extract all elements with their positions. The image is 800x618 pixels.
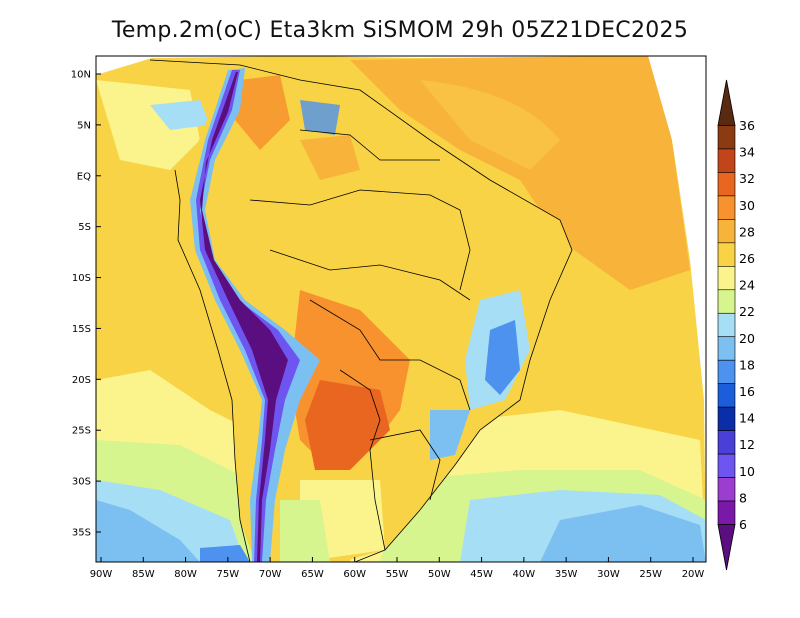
map-frame	[95, 55, 707, 563]
lat-tick-label: 25S	[72, 426, 91, 437]
colorbar-segment	[717, 148, 736, 173]
colorbar-segment	[717, 359, 736, 384]
lon-tick-label: 70W	[259, 569, 282, 580]
colorbar-label: 8	[739, 490, 747, 505]
colorbar-segment	[717, 289, 736, 314]
colorbar-segment	[717, 195, 736, 220]
colorbar-segment	[717, 172, 736, 197]
lon-tick-label: 20W	[682, 569, 705, 580]
colorbar-segment	[717, 477, 736, 502]
colorbar-label: 36	[739, 118, 755, 133]
lon-tick-label: 80W	[174, 569, 197, 580]
colorbar-top-arrow	[717, 79, 736, 126]
lon-tick-label: 30W	[597, 569, 620, 580]
lon-tick-label: 75W	[217, 569, 240, 580]
colorbar-segment	[717, 242, 736, 267]
colorbar-segment	[717, 125, 736, 150]
longitude-axis: 90W 85W 80W 75W 70W 65W 60W 55W 50W 45W 40W 35W 30W 2…	[90, 557, 705, 580]
lat-tick-label: 30S	[72, 477, 91, 488]
lat-tick-label: 15S	[72, 324, 91, 335]
colorbar-label: 16	[739, 384, 755, 399]
colorbar-segment	[717, 336, 736, 361]
colorbar-label: 32	[739, 171, 755, 186]
colorbar-label: 30	[739, 198, 755, 213]
colorbar-segment	[717, 383, 736, 408]
lon-tick-label: 45W	[470, 569, 493, 580]
colorbar-segment	[717, 266, 736, 291]
lon-tick-label: 60W	[343, 569, 366, 580]
lat-tick-label: 10S	[72, 273, 91, 284]
colorbar-segment	[717, 406, 736, 431]
temperature-field	[96, 56, 706, 562]
latitude-axis: 10N 5N EQ 5S 10S 15S 20S 25S 30S 35S	[71, 70, 101, 539]
colorbar-label: 18	[739, 357, 755, 372]
colorbar: 36 34 32 30 28 26 24 22 20 18 16 14 12 10 8 6	[717, 79, 755, 571]
lat-tick-label: EQ	[77, 171, 91, 182]
colorbar-label: 6	[739, 517, 747, 532]
colorbar-label: 22	[739, 304, 755, 319]
map-title: Temp.2m(oC) Eta3km SiSMOM 29h 05Z21DEC20…	[111, 18, 689, 43]
lat-tick-label: 10N	[71, 70, 91, 81]
colorbar-segment	[717, 430, 736, 455]
colorbar-label: 26	[739, 251, 755, 266]
colorbar-segment	[717, 500, 736, 525]
lon-tick-label: 35W	[555, 569, 578, 580]
lat-tick-label: 20S	[72, 375, 91, 386]
colorbar-label: 12	[739, 437, 755, 452]
colorbar-bottom-arrow	[717, 524, 736, 571]
colorbar-label: 20	[739, 331, 755, 346]
country-borders	[149, 59, 573, 563]
colorbar-label: 14	[739, 411, 755, 426]
lon-tick-label: 55W	[386, 569, 409, 580]
lat-tick-label: 5N	[77, 120, 91, 131]
lon-tick-label: 40W	[513, 569, 536, 580]
colorbar-label: 34	[739, 145, 755, 160]
lon-tick-label: 65W	[301, 569, 324, 580]
colorbar-label: 10	[739, 464, 755, 479]
lon-tick-label: 85W	[132, 569, 155, 580]
lon-tick-label: 25W	[639, 569, 662, 580]
colorbar-label: 24	[739, 278, 755, 293]
colorbar-segment	[717, 453, 736, 478]
colorbar-segment	[717, 219, 736, 244]
lat-tick-label: 5S	[78, 222, 91, 233]
lon-tick-label: 90W	[90, 569, 113, 580]
colorbar-label: 28	[739, 224, 755, 239]
lat-tick-label: 35S	[72, 528, 91, 539]
lon-tick-label: 50W	[428, 569, 451, 580]
colorbar-segment	[717, 312, 736, 338]
